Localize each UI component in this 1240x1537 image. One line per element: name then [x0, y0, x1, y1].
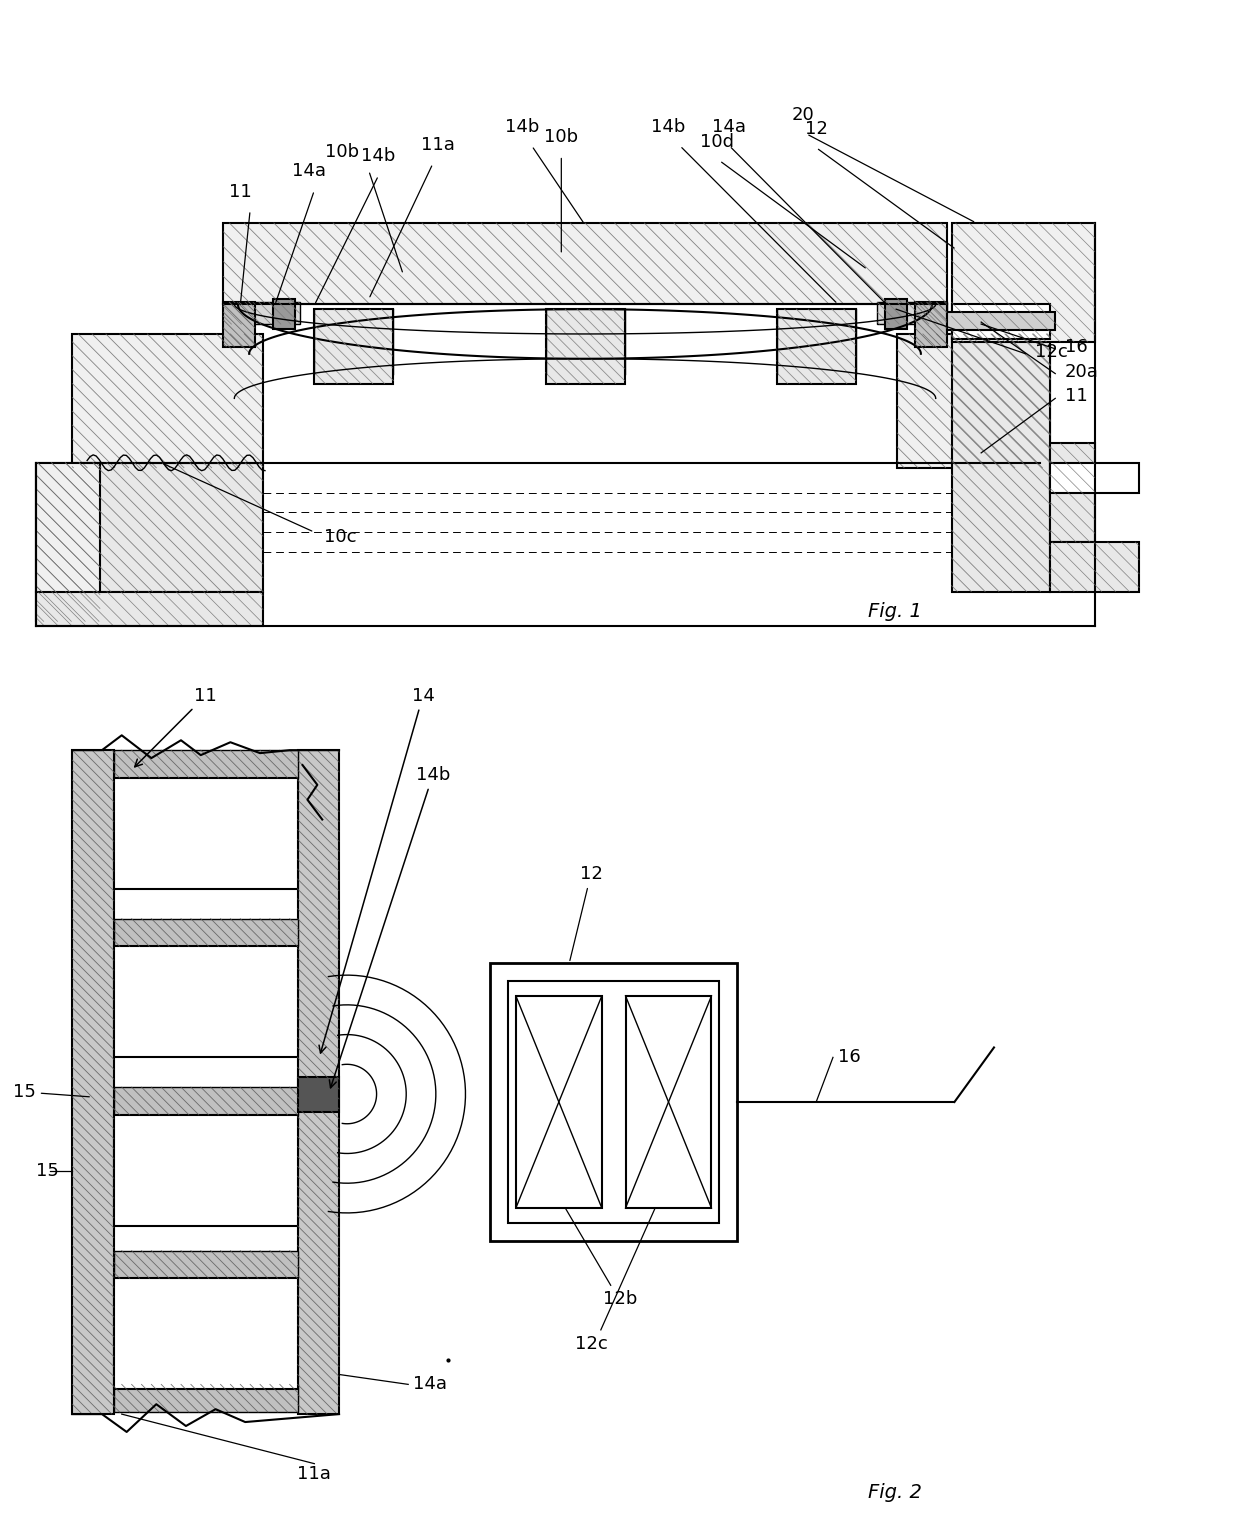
Bar — [298, 1077, 339, 1111]
Text: 16: 16 — [838, 1048, 861, 1067]
Text: Fig. 1: Fig. 1 — [868, 601, 921, 621]
Bar — [223, 303, 300, 324]
Bar — [114, 919, 298, 947]
Bar — [776, 309, 856, 384]
Bar — [36, 592, 263, 626]
Text: 12b: 12b — [604, 1290, 637, 1308]
Text: 14a: 14a — [413, 1376, 448, 1394]
Bar — [1050, 443, 1095, 543]
Text: 14b: 14b — [330, 765, 450, 1088]
Bar — [114, 1114, 298, 1227]
Bar — [315, 309, 393, 384]
Bar — [1050, 463, 1140, 492]
Bar — [223, 223, 946, 304]
Text: 16: 16 — [1065, 338, 1087, 357]
Text: 15: 15 — [12, 1084, 89, 1100]
Text: 14b: 14b — [505, 118, 539, 135]
Text: 11: 11 — [1065, 387, 1087, 406]
Text: 12: 12 — [570, 865, 603, 961]
Bar — [915, 303, 946, 347]
Text: 10c: 10c — [324, 529, 357, 546]
Text: 20a: 20a — [1065, 363, 1099, 381]
Text: 15: 15 — [36, 1162, 58, 1180]
Bar — [546, 309, 625, 384]
Bar — [72, 334, 263, 467]
Bar — [298, 750, 339, 1414]
Text: 14a: 14a — [712, 118, 746, 135]
Text: 11: 11 — [135, 687, 217, 767]
Bar — [946, 312, 1055, 330]
Bar — [625, 996, 712, 1208]
Bar — [898, 334, 1050, 467]
Bar — [951, 223, 1095, 341]
Text: 12: 12 — [805, 120, 827, 138]
Bar — [114, 778, 298, 888]
Bar — [951, 304, 1050, 340]
Text: Fig. 2: Fig. 2 — [868, 1483, 921, 1503]
Bar — [114, 1279, 298, 1389]
Bar — [114, 1385, 298, 1413]
Bar — [508, 981, 719, 1223]
Bar — [885, 300, 908, 329]
Bar — [114, 1087, 298, 1114]
Bar — [72, 750, 114, 1414]
Bar — [1050, 543, 1140, 592]
Text: 11a: 11a — [298, 1465, 331, 1483]
Text: 14b: 14b — [651, 118, 686, 135]
Bar — [36, 463, 263, 592]
Text: 10d: 10d — [701, 132, 734, 151]
Text: 11a: 11a — [420, 135, 455, 154]
Text: 10b: 10b — [544, 128, 578, 146]
Bar — [223, 303, 255, 347]
Text: 11: 11 — [229, 183, 252, 201]
Text: 20: 20 — [792, 106, 815, 124]
Text: 14b: 14b — [361, 148, 396, 166]
Bar — [951, 334, 1050, 592]
Text: 10b: 10b — [325, 143, 358, 160]
Bar — [490, 964, 737, 1240]
Bar — [516, 996, 601, 1208]
Text: 12c: 12c — [1035, 343, 1068, 361]
Bar — [273, 300, 295, 329]
Bar — [114, 947, 298, 1057]
Bar — [114, 750, 298, 778]
Bar — [114, 1251, 298, 1279]
Bar — [878, 303, 946, 324]
Bar — [36, 463, 100, 621]
Text: 12c: 12c — [574, 1334, 608, 1353]
Text: 14: 14 — [319, 687, 434, 1053]
Text: 14a: 14a — [293, 163, 326, 180]
